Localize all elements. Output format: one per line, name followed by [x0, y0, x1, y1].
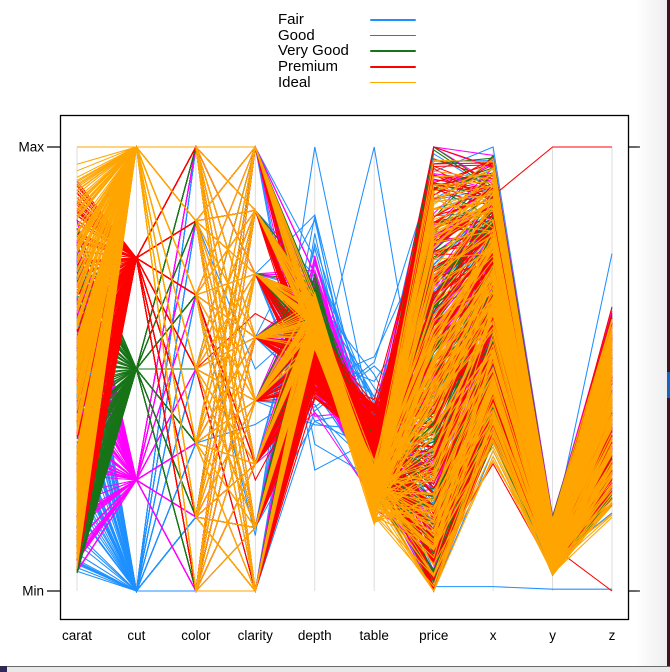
legend-line-swatch	[370, 81, 416, 84]
data-lines	[76, 144, 613, 594]
legend-item-good: Good	[278, 26, 498, 44]
window-corner-block	[0, 666, 7, 672]
window-bottom-edge	[7, 666, 670, 667]
window-right-edge-accent	[667, 372, 670, 398]
axis-label-clarity: clarity	[238, 628, 274, 643]
axis-label-y: y	[549, 628, 556, 643]
legend: Fair Good Very Good Premium Ideal	[278, 12, 498, 90]
legend-item-premium: Premium	[278, 59, 498, 75]
legend-label: Premium	[278, 58, 339, 76]
legend-label: Good	[278, 26, 315, 44]
line-ideal	[76, 146, 613, 593]
line-ideal	[76, 146, 613, 593]
legend-line-swatch	[370, 66, 416, 68]
legend-label: Ideal	[278, 73, 311, 91]
window-right-edge	[667, 0, 670, 672]
window-edge-gradient	[635, 0, 667, 666]
legend-line-swatch	[370, 50, 416, 53]
axis-label-x: x	[490, 628, 497, 643]
outlier-line-ideal	[77, 146, 613, 538]
axis-label-table: table	[360, 628, 389, 643]
window-bottom-strip	[7, 667, 670, 672]
axis-label-cut: cut	[127, 628, 145, 643]
legend-label: Fair	[278, 11, 304, 28]
legend-item-ideal: Ideal	[278, 75, 498, 91]
legend-line-swatch	[370, 34, 416, 37]
plot-border	[59, 114, 630, 621]
axis-label-price: price	[419, 628, 448, 643]
axis-label-color: color	[181, 628, 211, 643]
axis-label-depth: depth	[298, 628, 332, 643]
line-ideal	[76, 145, 613, 593]
legend-line-swatch	[370, 19, 416, 21]
legend-item-fair: Fair	[278, 12, 498, 28]
legend-label: Very Good	[278, 42, 349, 60]
y-axis-label-min: Min	[22, 584, 44, 599]
axis-label-z: z	[609, 628, 616, 643]
legend-item-very-good: Very Good	[278, 43, 498, 59]
axis-label-carat: carat	[62, 628, 92, 643]
y-axis-label-max: Max	[18, 140, 44, 155]
